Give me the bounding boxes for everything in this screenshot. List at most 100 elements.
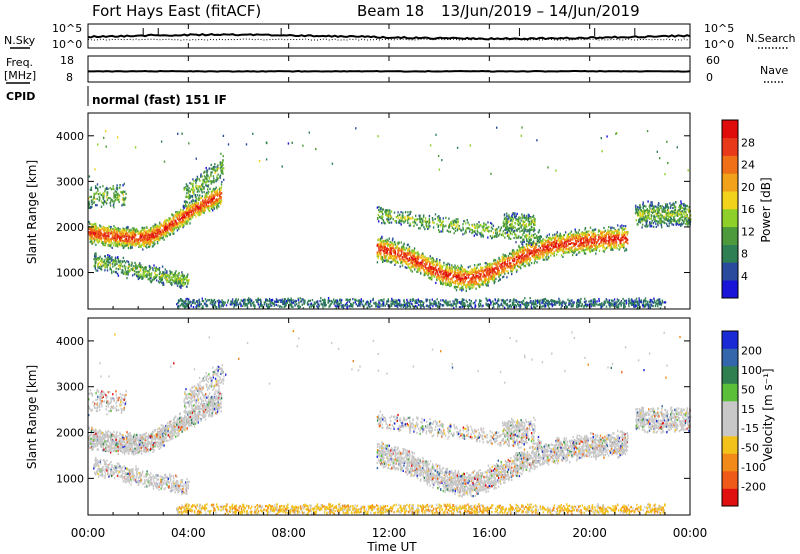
data-cell — [185, 183, 188, 186]
data-cell — [183, 200, 186, 203]
data-cell — [408, 253, 410, 256]
data-cell — [134, 229, 136, 232]
data-cell — [505, 270, 507, 273]
data-cell — [180, 283, 182, 286]
data-cell — [92, 198, 94, 201]
data-cell — [574, 228, 576, 231]
data-cell — [619, 225, 622, 228]
data-cell — [623, 225, 625, 228]
data-cell — [96, 269, 99, 272]
data-cell — [398, 247, 400, 250]
data-cell — [180, 274, 182, 277]
data-cell — [479, 269, 482, 272]
data-cell — [125, 242, 127, 245]
data-cell — [221, 169, 224, 172]
data-cell — [408, 247, 410, 250]
data-cell — [613, 238, 615, 241]
data-cell — [442, 272, 444, 276]
data-cell — [217, 173, 219, 176]
data-cell — [108, 241, 110, 244]
data-cell — [445, 267, 447, 270]
data-cell — [395, 255, 398, 258]
data-cell — [504, 261, 506, 264]
data-cell — [108, 232, 110, 235]
data-cell — [154, 266, 156, 270]
data-cell — [545, 236, 548, 239]
data-cell — [163, 238, 165, 241]
data-cell — [213, 187, 215, 191]
data-cell — [502, 269, 504, 272]
data-cell — [91, 238, 93, 241]
data-cell — [440, 272, 442, 275]
data-cell — [94, 253, 96, 256]
data-cell — [575, 231, 577, 234]
data-cell — [193, 199, 195, 202]
data-cell — [220, 186, 223, 189]
data-cell — [211, 199, 213, 203]
data-cell — [519, 248, 521, 251]
data-cell — [146, 246, 148, 249]
data-cell — [134, 231, 137, 234]
data-cell — [109, 204, 112, 207]
data-cell — [186, 220, 188, 223]
data-cell — [183, 213, 185, 216]
data-cell — [152, 245, 154, 248]
data-cell — [175, 270, 177, 273]
data-cell — [598, 249, 601, 252]
data-cell — [95, 253, 97, 256]
data-cell — [517, 254, 519, 257]
data-cell — [412, 252, 415, 255]
data-cell — [388, 237, 390, 240]
data-cell — [576, 253, 578, 256]
data-cell — [105, 228, 107, 232]
data-cell — [179, 218, 181, 221]
data-cell — [441, 282, 444, 285]
data-cell — [484, 265, 486, 268]
data-cell — [118, 240, 121, 243]
data-cell — [89, 237, 91, 240]
data-cell — [148, 277, 151, 280]
data-cell — [185, 285, 188, 288]
data-cell — [119, 237, 121, 240]
data-cell — [215, 193, 217, 196]
data-cell — [538, 251, 540, 255]
data-cell — [448, 274, 450, 277]
data-cell — [106, 198, 109, 201]
data-cell — [112, 228, 114, 231]
data-cell — [184, 216, 187, 219]
data-cell — [111, 236, 114, 239]
nave-tick-top: 60 — [706, 54, 720, 67]
data-cell — [95, 229, 97, 232]
data-cell — [608, 235, 610, 238]
data-cell — [390, 261, 392, 264]
data-cell — [616, 233, 618, 236]
data-cell — [95, 269, 97, 272]
data-cell — [565, 245, 567, 248]
data-cell — [454, 285, 457, 288]
data-cell — [123, 264, 126, 267]
data-cell — [445, 274, 447, 277]
data-cell — [154, 269, 157, 273]
data-cell — [399, 258, 401, 261]
data-cell — [130, 235, 132, 238]
data-cell — [99, 237, 101, 240]
data-cell — [127, 270, 129, 273]
data-cell — [424, 255, 426, 258]
data-cell — [608, 231, 610, 234]
data-cell — [122, 265, 124, 268]
data-cell — [484, 281, 486, 284]
data-cell — [482, 275, 484, 278]
data-cell — [435, 260, 437, 263]
data-cell — [400, 250, 402, 253]
data-cell — [176, 276, 178, 279]
data-cell — [428, 267, 430, 270]
data-cell — [162, 272, 165, 275]
data-cell — [207, 192, 210, 195]
data-cell — [100, 231, 103, 234]
data-cell — [143, 233, 145, 237]
data-cell — [116, 241, 118, 244]
data-cell — [524, 265, 526, 268]
data-cell — [480, 273, 482, 276]
data-cell — [200, 212, 202, 215]
data-cell — [627, 242, 629, 245]
